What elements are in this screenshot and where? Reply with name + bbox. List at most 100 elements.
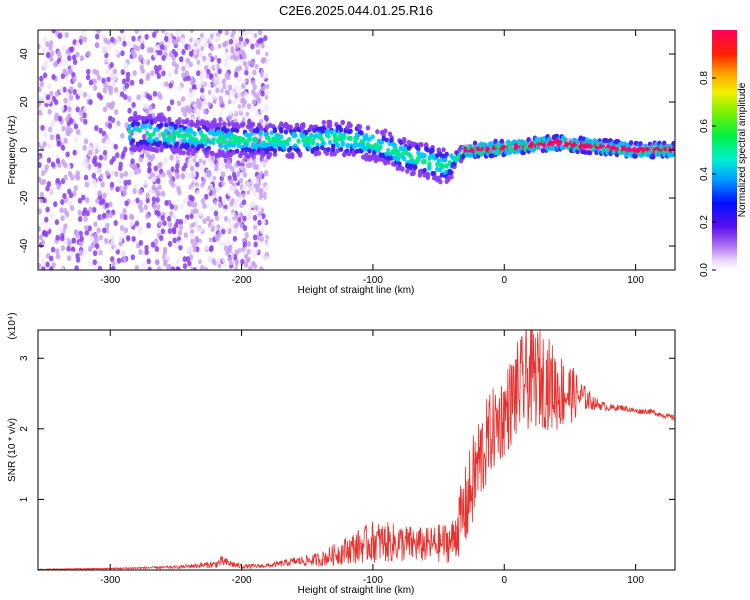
- heatmap-cell: [264, 184, 270, 191]
- heatmap-cell: [252, 191, 257, 197]
- heatmap-cell: [231, 142, 237, 148]
- heatmap-cell: [154, 238, 159, 245]
- heatmap-cell: [199, 166, 205, 173]
- heatmap-cell: [128, 171, 133, 178]
- heatmap-cell: [81, 30, 86, 36]
- heatmap-cell: [251, 201, 256, 207]
- heatmap-cell: [88, 149, 93, 156]
- heatmap-cell: [83, 174, 89, 181]
- heatmap-cell: [204, 120, 210, 126]
- heatmap-cell: [307, 144, 312, 150]
- heatmap-cell: [83, 216, 88, 223]
- heatmap-cell: [227, 218, 231, 225]
- heatmap-cell: [227, 190, 231, 196]
- heatmap-cell: [134, 220, 140, 227]
- heatmap-cell: [143, 179, 148, 186]
- heatmap-cell: [229, 223, 234, 230]
- heatmap-cell: [424, 142, 429, 148]
- heatmap-cell: [235, 190, 240, 197]
- heatmap-cell: [479, 143, 481, 156]
- heatmap-cell: [54, 90, 60, 97]
- heatmap-cell: [221, 257, 226, 263]
- heatmap-cell: [213, 78, 218, 84]
- heatmap-cell: [206, 69, 211, 76]
- heatmap-cell: [95, 168, 101, 175]
- heatmap-cell: [102, 154, 108, 161]
- heatmap-cell: [121, 250, 126, 257]
- heatmap-cell: [575, 138, 577, 151]
- heatmap-cell: [75, 174, 81, 181]
- heatmap-cell: [152, 51, 158, 58]
- heatmap-cell: [124, 62, 129, 69]
- heatmap-cell: [87, 225, 92, 232]
- heatmap-cell: [69, 250, 75, 257]
- heatmap-cell: [154, 147, 159, 153]
- heatmap-cell: [122, 208, 127, 215]
- heatmap-cell: [203, 173, 207, 179]
- heatmap-cell: [110, 234, 115, 241]
- heatmap-cell: [42, 230, 47, 237]
- heatmap-cell: [219, 99, 224, 106]
- heatmap-cell: [134, 30, 139, 34]
- heatmap-cell: [78, 109, 84, 116]
- heatmap-cell: [335, 142, 341, 149]
- heatmap-cell: [110, 239, 115, 246]
- heatmap-cell: [77, 82, 82, 89]
- heatmap-cell: [161, 54, 166, 61]
- heatmap-cell: [92, 259, 97, 266]
- heatmap-cell: [175, 258, 181, 265]
- heatmap-cell: [46, 157, 52, 164]
- heatmap-cell: [38, 110, 43, 117]
- heatmap-cell: [106, 43, 112, 50]
- heatmap-cell: [340, 119, 345, 126]
- heatmap-cell: [70, 64, 76, 71]
- heatmap-cell: [331, 146, 336, 153]
- heatmap-cell: [138, 30, 143, 34]
- x-tick-label: 100: [627, 575, 644, 586]
- heatmap-cell: [145, 59, 151, 66]
- heatmap-cell: [247, 136, 252, 142]
- heatmap-cell: [157, 140, 163, 146]
- heatmap-cell: [222, 121, 227, 127]
- heatmap-cell: [265, 234, 269, 240]
- heatmap-cell: [194, 235, 199, 242]
- heatmap-cell: [234, 266, 238, 270]
- heatmap-cell: [186, 75, 191, 82]
- heatmap-cell: [228, 38, 234, 45]
- heatmap-cell: [61, 44, 66, 51]
- heatmap-cell: [241, 185, 247, 192]
- heatmap-cell: [427, 161, 432, 167]
- heatmap-cell: [163, 35, 169, 42]
- x-tick-label: -200: [232, 275, 252, 286]
- heatmap-cell: [232, 98, 237, 105]
- heatmap-cell: [628, 140, 634, 146]
- heatmap-cell: [122, 40, 127, 47]
- heatmap-cell: [194, 54, 198, 60]
- heatmap-cell: [151, 184, 156, 191]
- heatmap-cell: [43, 60, 48, 67]
- heatmap-cell: [195, 208, 199, 214]
- heatmap-cell: [229, 186, 233, 192]
- heatmap-cell: [386, 159, 391, 165]
- heatmap-cell: [250, 89, 256, 96]
- heatmap-cell: [109, 181, 115, 188]
- heatmap-cell: [123, 179, 128, 186]
- heatmap-cell: [100, 181, 105, 188]
- heatmap-cell: [200, 45, 204, 52]
- heatmap-cell: [40, 170, 46, 177]
- heatmap-cell: [77, 209, 82, 216]
- heatmap-cell: [131, 198, 136, 205]
- heatmap-cell: [83, 138, 89, 145]
- heatmap-cell: [516, 140, 519, 153]
- heatmap-cell: [53, 201, 58, 208]
- heatmap-cell: [184, 62, 189, 69]
- heatmap-cell: [112, 68, 117, 75]
- heatmap-cell: [87, 93, 92, 100]
- heatmap-cell: [155, 227, 160, 234]
- heatmap-cell: [237, 30, 242, 34]
- heatmap-cell: [545, 137, 548, 150]
- heatmap-cell: [472, 144, 475, 156]
- heatmap-cell: [248, 265, 253, 270]
- heatmap-cell: [224, 89, 229, 95]
